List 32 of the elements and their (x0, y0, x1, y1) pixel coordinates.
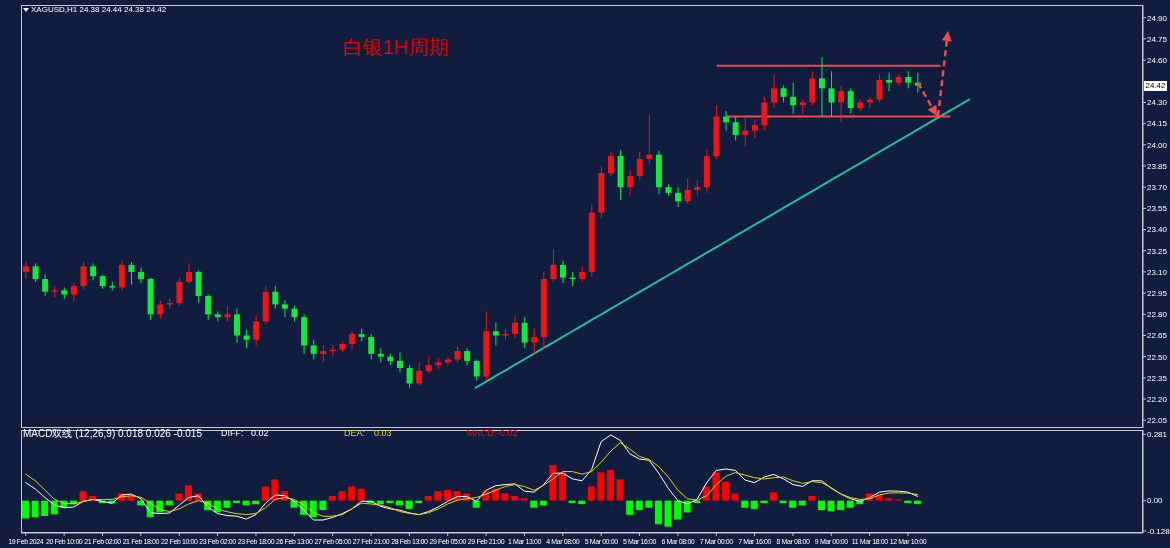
y-tick-label: 22.65 (1147, 331, 1168, 341)
y-tick-label: 22.20 (1147, 394, 1168, 404)
annotation: 0.03 (374, 428, 392, 439)
y-tick-label: 23.25 (1147, 246, 1168, 256)
y-tick-label: 24.30 (1147, 98, 1168, 108)
y-tick-label: 24.00 (1147, 140, 1168, 150)
text: MACD: (467, 428, 496, 439)
annotation: 24.42 (1144, 80, 1167, 91)
y-tick-label: 22.95 (1147, 288, 1168, 298)
y-tick-label: 22.35 (1147, 373, 1168, 383)
chart-title: MACD双线 (12,26,9) 0.018 0.026 -0.015 (23, 428, 202, 440)
text: DIFF: (221, 428, 244, 439)
y-tick-label: 23.70 (1147, 183, 1168, 193)
y-tick-label: 24.75 (1147, 34, 1168, 44)
y-tick-label: -0.128 (1147, 526, 1170, 536)
annotation: -0.02 (497, 428, 518, 439)
text: DEA: (344, 428, 366, 439)
y-tick-label: 23.10 (1147, 267, 1168, 277)
y-tick-label: 0.281 (1147, 430, 1168, 440)
y-tick-label: 24.60 (1147, 55, 1168, 65)
y-tick-label: 0.00 (1147, 496, 1164, 506)
y-tick-label: 23.85 (1147, 161, 1168, 171)
text: 白银1H周期 (343, 36, 449, 59)
y-tick-label: 24.90 (1147, 13, 1168, 23)
chart-subtitle: XAGUSD,H1 24.38 24.44 24.38 24.42 (31, 5, 167, 15)
y-tick-label: 24.15 (1147, 119, 1168, 129)
y-tick-label: 22.50 (1147, 352, 1168, 362)
y-tick-label: 23.55 (1147, 204, 1168, 214)
annotation: 0.02 (251, 428, 269, 439)
y-tick-label: 23.40 (1147, 225, 1168, 235)
y-tick-label: 22.05 (1147, 416, 1168, 426)
y-tick-label: 22.80 (1147, 310, 1168, 320)
